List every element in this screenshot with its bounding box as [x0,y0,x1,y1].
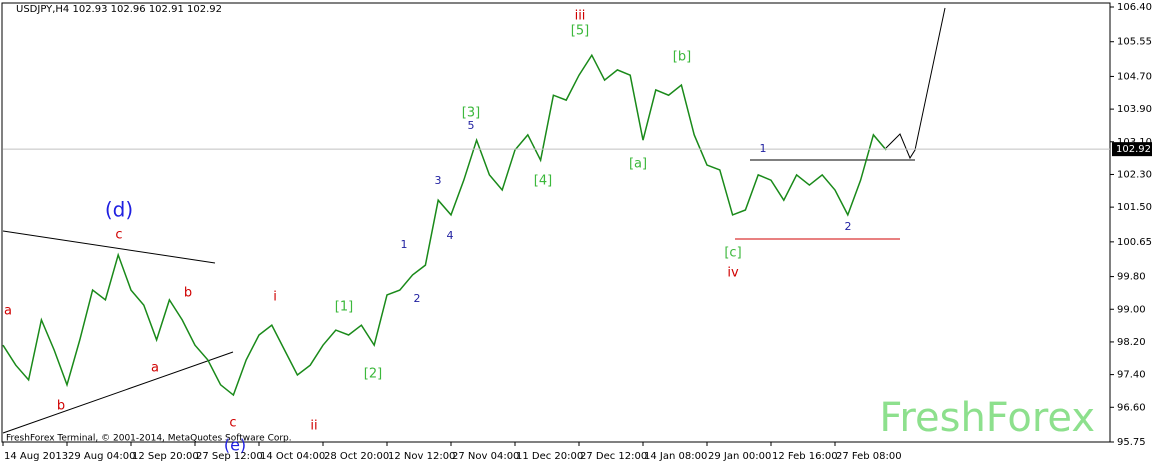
wave-label: i [273,290,277,305]
y-tick-label: 102.30 [1117,169,1152,180]
price-line [2,53,887,397]
wave-label: b [184,286,192,301]
wave-label: [a] [629,157,647,172]
wave-label: [b] [673,50,691,65]
wave-label: a [151,361,159,376]
x-tick-label: 12 Feb 16:00 [772,451,838,462]
wave-label: 1 [401,238,408,251]
wave-label: 3 [435,174,442,187]
x-tick-label: 14 Aug 2013 [4,451,68,462]
wave-label: [3] [462,106,480,121]
wave-label: iv [727,266,739,281]
x-tick-label: 14 Jan 08:00 [644,451,707,462]
y-tick-label: 106.40 [1117,2,1152,13]
wave-label: a [4,304,12,319]
wave-label: 1 [760,142,767,155]
wave-label: (d) [105,198,133,222]
y-tick-label: 96.60 [1117,402,1146,413]
x-tick-label: 27 Feb 08:00 [836,451,902,462]
chart-title: USDJPY,H4 102.93 102.96 102.91 102.92 [16,4,222,15]
x-tick-label: 29 Jan 00:00 [708,451,771,462]
footer: FreshForex Terminal, © 2001-2014, MetaQu… [6,434,292,444]
y-tick-label: 100.65 [1117,237,1152,248]
trend-line [2,351,234,434]
y-tick-label: 98.20 [1117,337,1146,348]
y-tick-label: 104.70 [1117,71,1152,82]
x-tick-label: 27 Sep 12:00 [196,451,263,462]
x-tick-label: 27 Dec 12:00 [580,451,647,462]
x-tick-label: 11 Dec 20:00 [516,451,583,462]
wave-label: 5 [468,119,475,132]
wave-label: [1] [335,300,353,315]
y-tick-label: 97.40 [1117,370,1146,381]
wave-label: (e) [224,436,246,455]
wave-label: [4] [534,174,552,189]
wave-label: [c] [724,246,741,261]
plot-frame [1,2,1111,443]
drawings [2,7,946,434]
forecast-path [885,7,946,160]
wave-label: c [115,228,122,243]
wave-label: c [229,416,236,431]
x-tick-label: 28 Oct 20:00 [324,451,389,462]
wave-label: iii [575,9,586,24]
wave-label: b [57,399,65,414]
trend-line [2,230,216,264]
wave-label: [2] [364,367,382,382]
y-tick-label: 95.75 [1117,437,1146,448]
watermark: FreshForex [879,395,1095,441]
wave-label: 2 [845,220,852,233]
y-tick-label: 101.50 [1117,202,1152,213]
x-tick-label: 12 Sep 20:00 [132,451,199,462]
wave-label: [5] [571,24,589,39]
y-tick-label: 99.00 [1117,304,1146,315]
wave-label: ii [310,419,317,434]
wave-label: 2 [414,292,421,305]
wave-label: 4 [447,229,454,242]
x-tick-label: 14 Oct 04:00 [260,451,325,462]
price-tag: 102.92 [1116,144,1151,155]
y-tick-label: 103.90 [1117,104,1152,115]
x-tick-label: 29 Aug 04:00 [68,451,135,462]
y-tick-label: 99.80 [1117,272,1146,283]
x-tick-label: 12 Nov 12:00 [388,451,455,462]
price-tag-bg [1112,142,1152,157]
y-tick-label: 105.55 [1117,37,1152,48]
x-tick-label: 27 Nov 04:00 [452,451,519,462]
